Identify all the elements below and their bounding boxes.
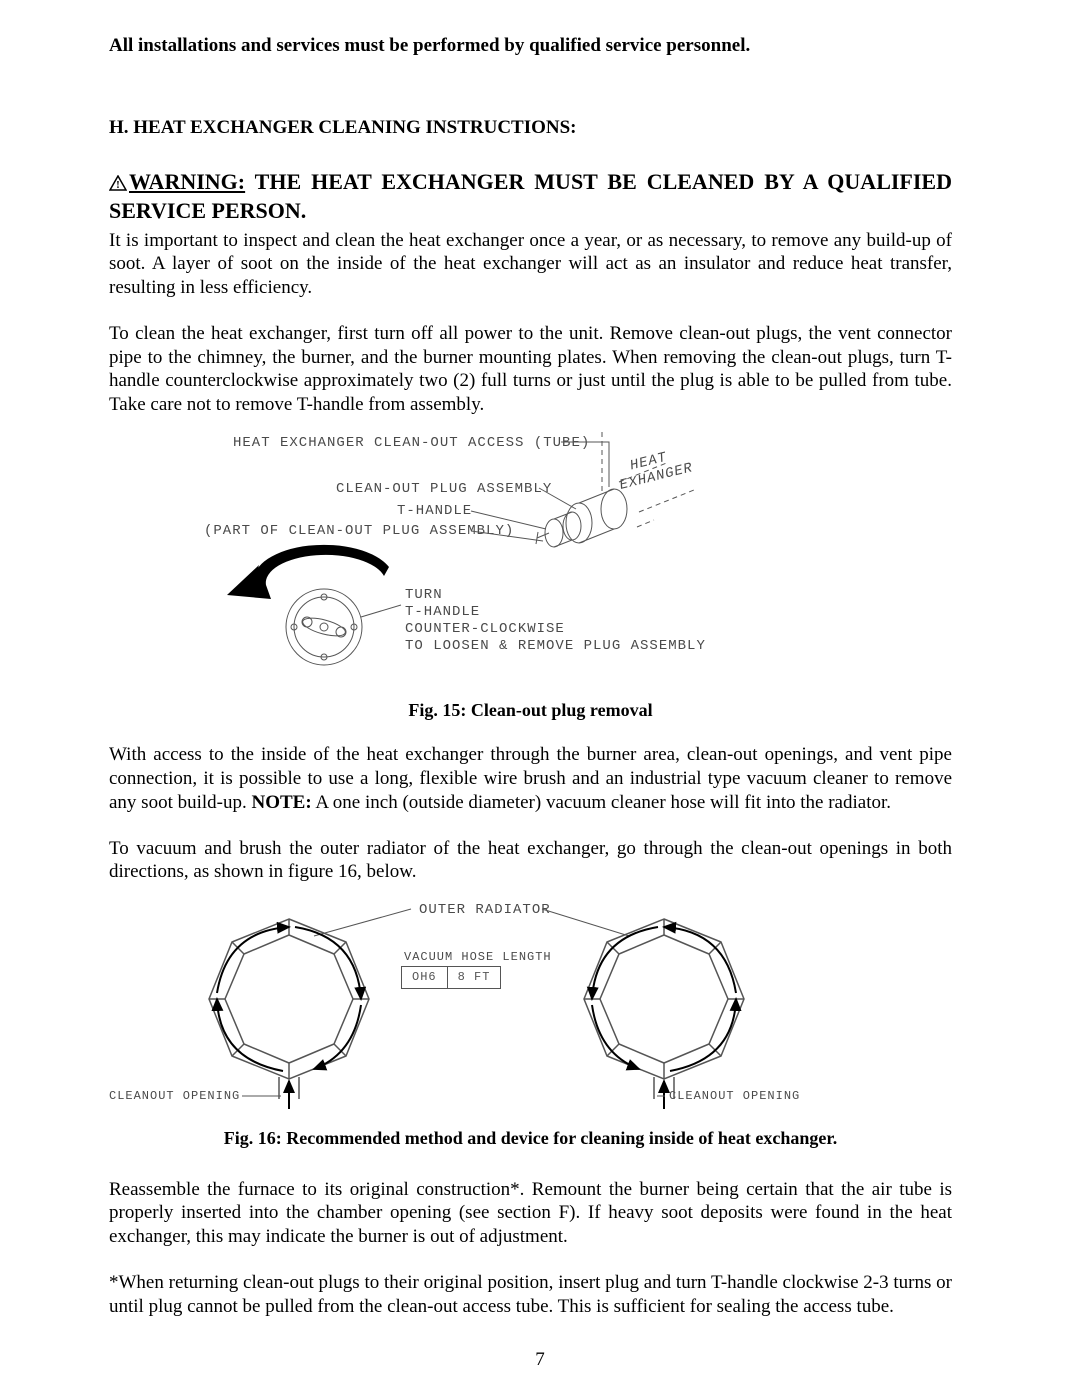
paragraph-5: Reassemble the furnace to its original c… [109, 1178, 952, 1249]
paragraph-3: With access to the inside of the heat ex… [109, 743, 952, 814]
section-heading: H. HEAT EXCHANGER CLEANING INSTRUCTIONS: [109, 116, 952, 140]
svg-text:!: ! [116, 179, 120, 191]
paragraph-4: To vacuum and brush the outer radiator o… [109, 837, 952, 885]
fig16-caption: Fig. 16: Recommended method and device f… [109, 1127, 952, 1150]
page-number: 7 [0, 1348, 1080, 1387]
paragraph-2: To clean the heat exchanger, first turn … [109, 322, 952, 417]
fig15-caption: Fig. 15: Clean-out plug removal [109, 699, 952, 722]
para3-note-bold: NOTE: [252, 792, 312, 813]
warning-block: ! WARNING: THE HEAT EXCHANGER MUST BE CL… [109, 168, 952, 225]
fig16-diagram [109, 894, 952, 1109]
fig15-diagram [109, 427, 952, 687]
warning-word: WARNING: [129, 169, 245, 194]
warning-triangle-icon: ! [109, 170, 127, 198]
para3-c: A one inch (outside diameter) vacuum cle… [312, 792, 891, 813]
paragraph-1: It is important to inspect and clean the… [109, 229, 952, 300]
top-note: All installations and services must be p… [109, 34, 952, 58]
paragraph-6: *When returning clean-out plugs to their… [109, 1271, 952, 1319]
figure-15: HEAT EXCHANGER CLEAN-OUT ACCESS (TUBE) C… [109, 427, 952, 697]
figure-16: OUTER RADIATOR VACUUM HOSE LENGTH OH6 8 … [109, 894, 952, 1109]
